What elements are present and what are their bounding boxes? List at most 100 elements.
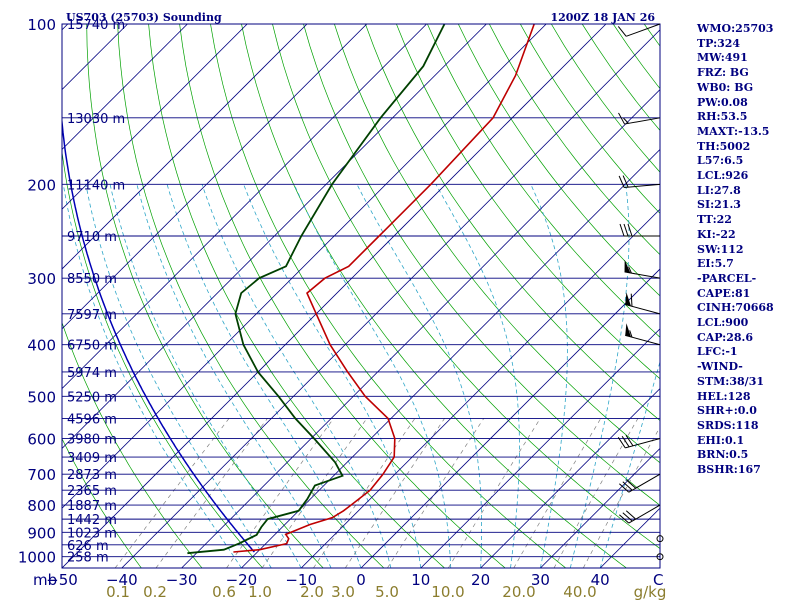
mixing-ratio-label: 0.6 [212, 583, 236, 600]
index-line: FRZ: BG [697, 66, 749, 80]
mixing-ratio-label: 10.0 [431, 583, 464, 600]
wind-barb [617, 434, 661, 449]
x-axis-label: C [653, 571, 663, 589]
index-line: CAP:28.6 [697, 330, 754, 344]
dry-adiabat [179, 24, 506, 568]
wind-barb-staff [628, 504, 661, 524]
wind-barb-feather [622, 512, 633, 522]
chart-subtitle: 1200Z 18 JAN 26 [550, 11, 655, 24]
index-line: BSHR:167 [697, 463, 761, 477]
mixing-ratio-label: 0.2 [143, 583, 167, 600]
wind-barb [624, 259, 661, 279]
dry-adiabat [62, 321, 203, 568]
moist-adiabat [243, 184, 422, 568]
wind-barb-calm [656, 535, 664, 543]
pressure-tick-label: 100 [27, 16, 56, 34]
wind-barb-feather [628, 266, 632, 274]
moist-adiabat [109, 184, 302, 568]
wind-barb [656, 553, 664, 561]
dry-adiabat [303, 24, 660, 506]
index-line: LI:27.8 [697, 183, 741, 197]
wind-barb-calm [656, 553, 664, 561]
index-line: L57:6.5 [697, 154, 744, 168]
index-line: EHI:0.1 [697, 433, 745, 447]
wind-barb-feather [621, 435, 630, 448]
index-line: -PARCEL- [697, 271, 757, 285]
height-label: 9710 m [67, 230, 117, 245]
pressure-tick-label: 700 [27, 466, 56, 484]
index-line: LCL:926 [697, 169, 749, 183]
sounding-indices-panel: WMO:25703 TP:324 MW:491 FRZ: BG WB0: BG PW:0.… [697, 22, 800, 478]
pressure-tick-label: 900 [27, 524, 56, 542]
wind-barb-staff [626, 23, 661, 37]
wind-barb-feather [627, 223, 633, 237]
height-label: 5250 m [67, 390, 117, 405]
wind-barb-feather [622, 481, 633, 491]
dry-adiabat [210, 24, 567, 568]
pressure-tick-label: 600 [27, 431, 56, 449]
temperature-tick-label: −10 [285, 571, 317, 589]
temperature-tick-label: 30 [531, 571, 550, 589]
wind-barb-feather [625, 510, 637, 520]
wind-barb-feather [617, 26, 627, 37]
mixing-ratio-label: 1.0 [248, 583, 272, 600]
moist-adiabat [85, 184, 272, 568]
index-line: WB0: BG [697, 80, 754, 94]
temperature-tick-label: −40 [106, 571, 138, 589]
wind-barb [617, 23, 661, 37]
isotherm [300, 208, 660, 568]
wind-barb-feather [618, 175, 625, 188]
height-label: 3980 m [67, 433, 117, 448]
isotherm [62, 24, 188, 150]
index-line: TP:324 [697, 36, 741, 50]
dry-adiabat [148, 24, 445, 568]
mixing-ratio-label: g/kg [634, 583, 667, 600]
moist-adiabat [569, 184, 630, 568]
height-label: 4596 m [67, 412, 117, 427]
mixing-ratio-line [513, 418, 602, 568]
height-label: 626 m [67, 539, 109, 554]
index-line: BRN:0.5 [697, 448, 749, 462]
height-label: 2365 m [67, 484, 117, 499]
moist-adiabat [166, 184, 362, 568]
index-line: MW:491 [697, 51, 748, 65]
temperature-tick-label: −50 [46, 571, 78, 589]
wind-barb-feather [619, 483, 630, 493]
pressure-tick-label: 1000 [18, 549, 56, 567]
isotherm [62, 24, 427, 390]
mixing-ratio-line [114, 418, 230, 568]
wind-barb-feather [630, 293, 633, 307]
pressure-tick-label: 300 [27, 270, 56, 288]
moist-adiabat [293, 184, 452, 568]
wind-barb [625, 323, 661, 346]
dry-adiabat [365, 24, 660, 422]
temperature-profile [233, 24, 535, 553]
mixing-ratio-label: 5.0 [375, 583, 399, 600]
index-line: SHR+:0.0 [697, 404, 757, 418]
moist-adiabat [530, 184, 568, 568]
wind-barb [656, 535, 664, 543]
wind-barb-feather [629, 330, 633, 338]
dry-adiabat [62, 437, 142, 568]
wind-barb [618, 112, 661, 125]
moist-adiabat [62, 184, 242, 568]
mixing-ratio-line [155, 418, 268, 568]
mixing-ratio-label: 2.0 [300, 583, 324, 600]
index-line: CINH:70668 [697, 301, 774, 315]
wind-barb-feather [625, 479, 637, 489]
wind-barb [619, 504, 661, 524]
isotherm [62, 24, 69, 31]
index-line: SW:112 [697, 242, 744, 256]
wind-barb-feather [619, 223, 625, 237]
index-line: LCL:900 [697, 316, 749, 330]
index-line: STM:38/31 [697, 374, 764, 388]
isotherm [62, 24, 248, 210]
parcel-curve [62, 114, 255, 553]
mixing-ratio-label: 3.0 [331, 583, 355, 600]
height-label: 7597 m [67, 308, 117, 323]
wind-barb-pennant [624, 259, 631, 273]
height-label: 1887 m [67, 499, 117, 514]
wind-barb-feather [623, 223, 629, 237]
height-label: 15740 m [67, 18, 125, 33]
isotherm [62, 24, 547, 509]
